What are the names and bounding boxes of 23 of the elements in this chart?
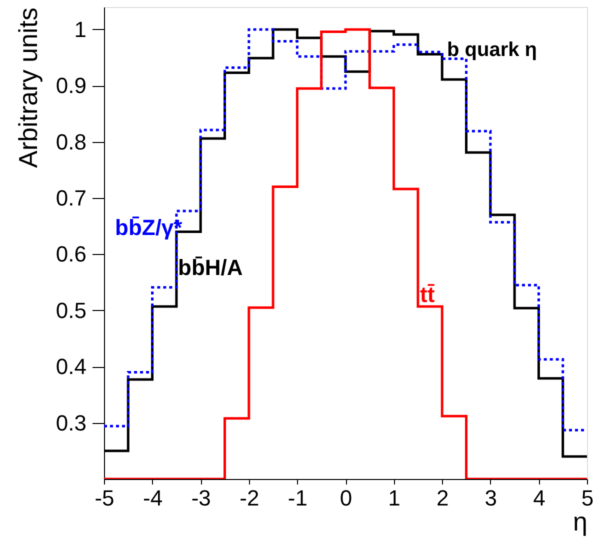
x-tick-label: 0 <box>340 486 352 510</box>
y-tick-label: 1 <box>74 16 86 42</box>
y-tick-label: 0.7 <box>56 186 86 211</box>
x-tick-label: -2 <box>240 486 260 510</box>
series-label: bb̄Z/γ* <box>115 215 183 240</box>
x-tick-label: -1 <box>288 486 308 510</box>
x-tick-label: 2 <box>436 486 449 510</box>
x-tick-label: -3 <box>191 486 211 510</box>
y-tick-label: 0.5 <box>56 298 86 323</box>
annotation: b quark η <box>447 39 538 61</box>
y-tick-label: 0.3 <box>56 410 86 436</box>
y-tick-label: 0.8 <box>56 129 86 154</box>
x-tick-label: 1 <box>388 486 400 510</box>
y-tick-label: 0.6 <box>56 242 86 267</box>
series-label: tt̄ <box>420 282 436 307</box>
y-tick-label: 0.9 <box>56 73 86 98</box>
y-tick-label: 0.4 <box>56 354 86 380</box>
y-axis-title: Arbitrary units <box>12 8 43 168</box>
series-label: bb̄H/A <box>178 255 243 280</box>
x-tick-label: -4 <box>143 486 163 510</box>
x-tick-label: 3 <box>484 486 498 510</box>
x-tick-label: 4 <box>533 486 546 510</box>
x-tick-label: -5 <box>94 486 114 510</box>
